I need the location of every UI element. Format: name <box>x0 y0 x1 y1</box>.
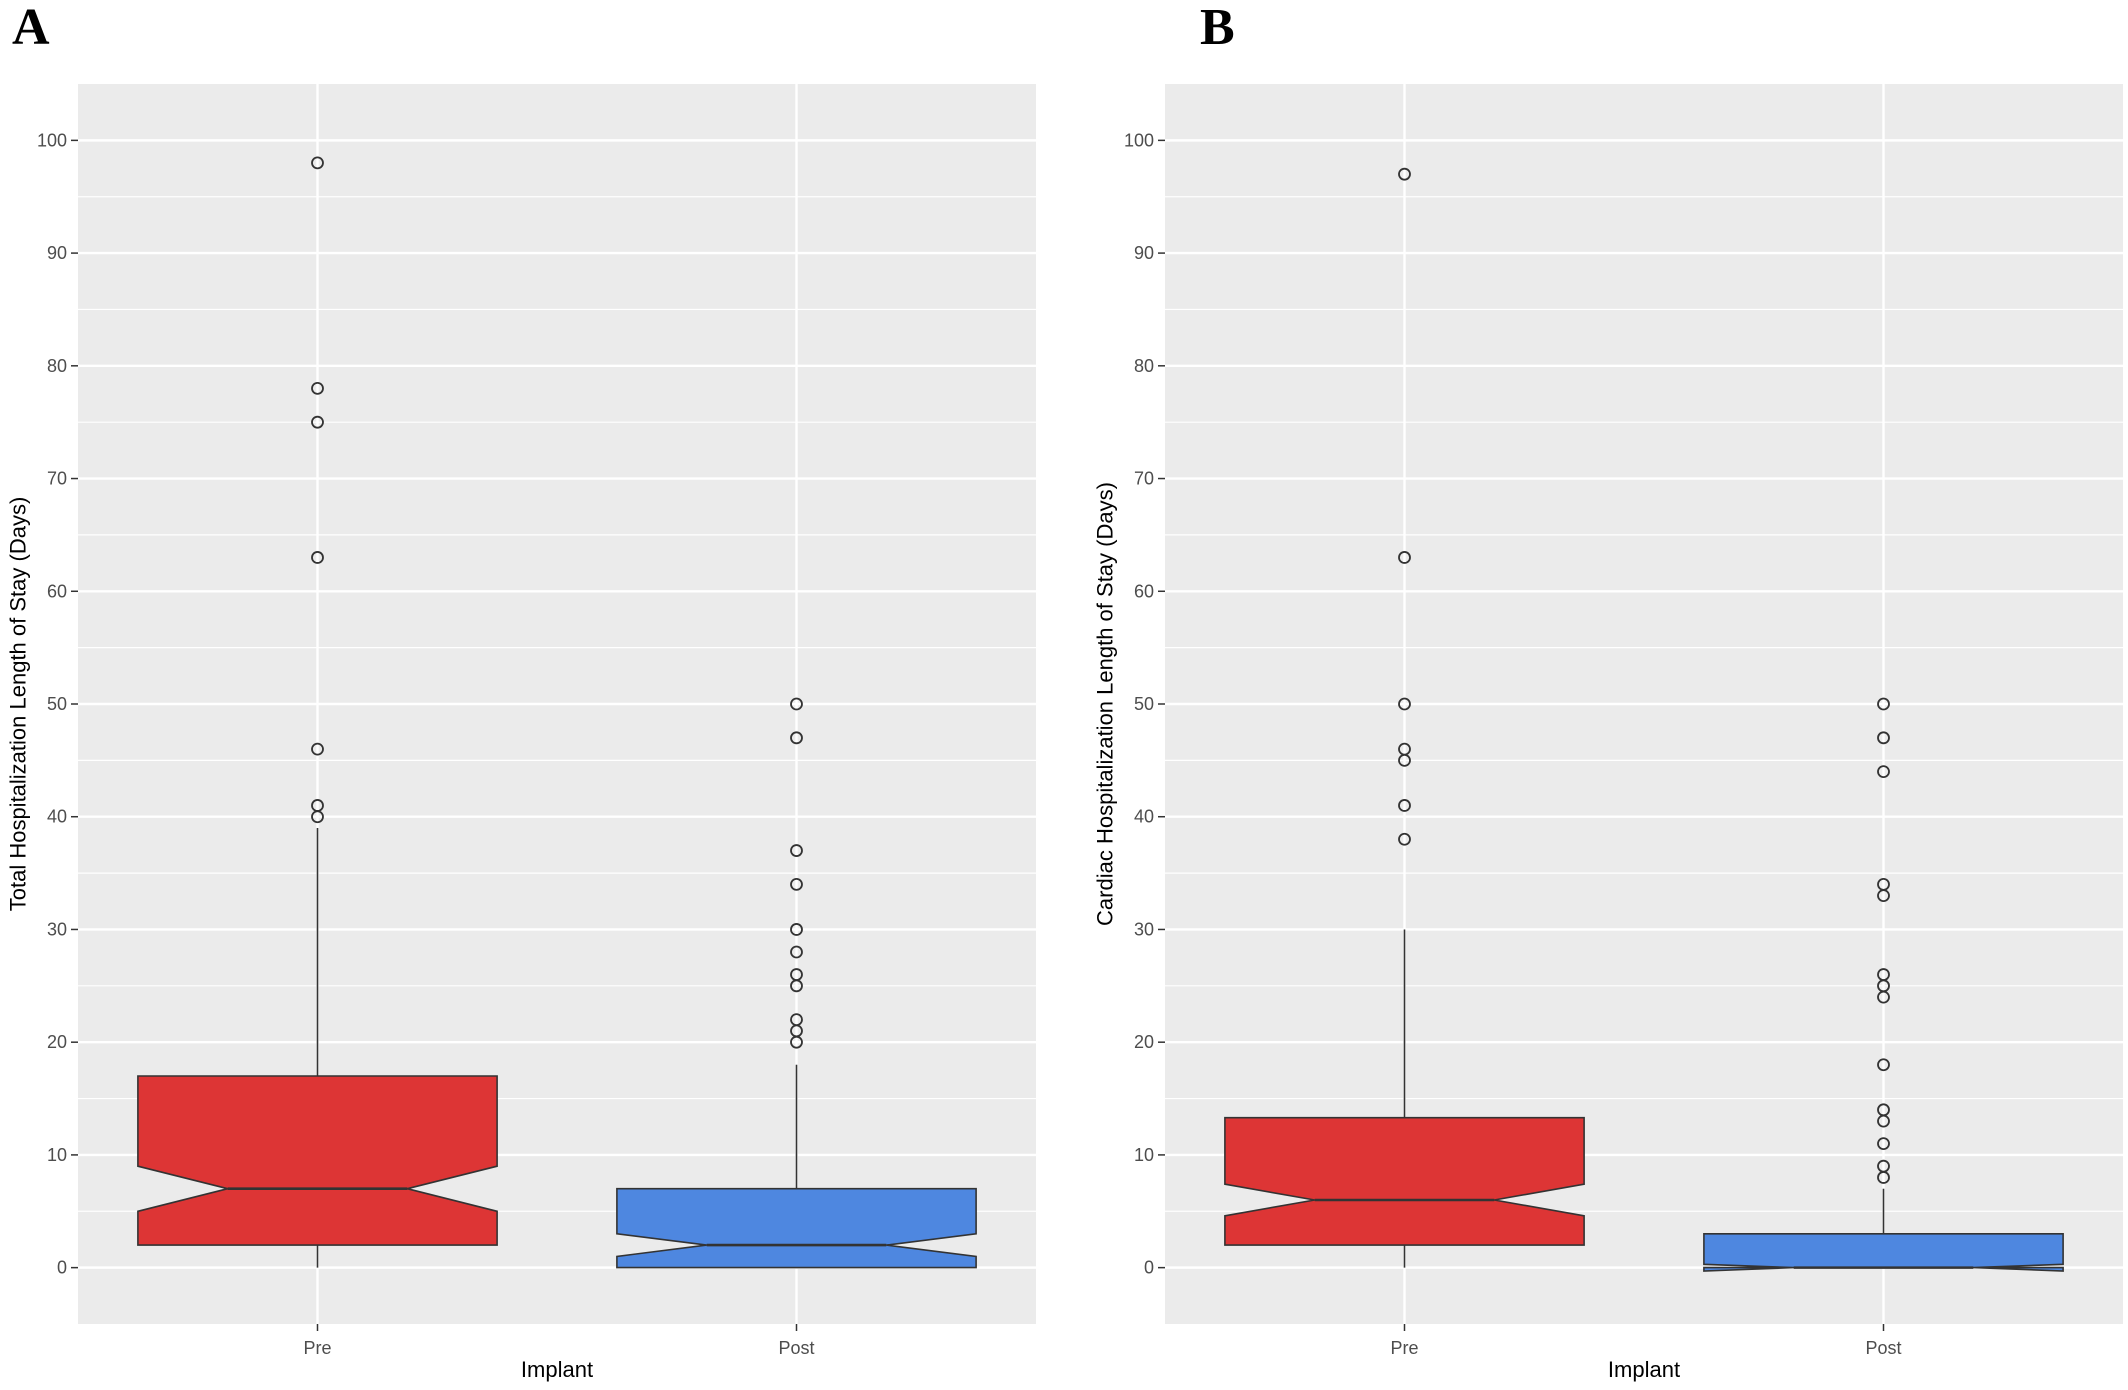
y-tick-label: 0 <box>1144 1258 1154 1278</box>
box-pre <box>1224 167 1585 1268</box>
outlier-point <box>1398 742 1411 756</box>
x-tick-label: Pre <box>303 1338 331 1358</box>
outlier-point <box>1398 167 1411 181</box>
outlier-point <box>1877 1159 1890 1173</box>
y-tick-label: 60 <box>47 581 67 601</box>
x-axis-title: Implant <box>521 1357 593 1382</box>
y-tick-label: 40 <box>1134 807 1154 827</box>
outlier-point <box>311 381 324 395</box>
y-tick-label: 20 <box>47 1032 67 1052</box>
y-tick-label: 60 <box>1134 581 1154 601</box>
y-axis-title: Cardiac Hospitalization Length of Stay (… <box>1093 482 1118 926</box>
y-tick-label: 10 <box>1134 1145 1154 1165</box>
outlier-point <box>790 945 803 959</box>
panel-label-b: B <box>1200 0 1235 56</box>
chart-panel-a: 0 10 20 30 40 50 60 70 80 90 100 Pre Post Implant Tota… <box>6 84 1036 1382</box>
y-tick-label: 50 <box>1134 694 1154 714</box>
outlier-point <box>311 415 324 429</box>
y-tick-label: 70 <box>1134 469 1154 489</box>
outlier-point <box>1398 799 1411 812</box>
box-pre <box>137 156 498 1268</box>
outlier-point <box>1877 1058 1890 1072</box>
outlier-point <box>790 1013 803 1027</box>
notched-box <box>1224 1116 1585 1246</box>
y-tick-label: 90 <box>47 243 67 263</box>
y-tick-label: 30 <box>1134 919 1154 939</box>
panel-label-a: A <box>12 0 50 56</box>
y-tick-label: 30 <box>47 919 67 939</box>
notched-box <box>616 1187 977 1269</box>
box-post <box>1703 697 2064 1272</box>
outlier-point <box>790 923 803 936</box>
outlier-point <box>1877 765 1890 779</box>
outlier-point <box>1877 1103 1890 1117</box>
outlier-point <box>1877 1137 1890 1151</box>
y-tick-label: 70 <box>47 469 67 489</box>
x-tick-label: Post <box>778 1338 814 1358</box>
box-post <box>616 697 977 1269</box>
y-tick-label: 90 <box>1134 243 1154 263</box>
outlier-point <box>1877 731 1890 745</box>
y-tick-label: 20 <box>1134 1032 1154 1052</box>
outlier-point <box>790 877 803 891</box>
outlier-point <box>790 731 803 745</box>
y-tick-label: 0 <box>57 1258 67 1278</box>
y-tick-label: 80 <box>1134 356 1154 376</box>
outlier-point <box>311 799 324 812</box>
outlier-point <box>1877 968 1890 981</box>
y-axis-title: Total Hospitalization Length of Stay (Da… <box>6 497 31 912</box>
outlier-point <box>311 742 324 756</box>
outlier-point <box>1877 877 1890 891</box>
y-tick-label: 40 <box>47 807 67 827</box>
outlier-point <box>1877 697 1890 711</box>
notched-box <box>137 1075 498 1246</box>
x-tick-label: Post <box>1865 1338 1901 1358</box>
y-tick-label: 10 <box>47 1145 67 1165</box>
outlier-point <box>311 551 324 564</box>
chart-panel-b: 0 10 20 30 40 50 60 70 80 90 100 Pre Post Implant Card… <box>1093 84 2123 1382</box>
outlier-point <box>311 156 324 170</box>
notched-box <box>1703 1233 2064 1272</box>
y-tick-label: 100 <box>37 130 67 150</box>
x-axis-title: Implant <box>1608 1357 1680 1382</box>
outlier-point <box>1398 551 1411 564</box>
outlier-point <box>790 697 803 711</box>
x-tick-label: Pre <box>1390 1338 1418 1358</box>
outlier-point <box>790 968 803 981</box>
outlier-point <box>1398 832 1411 846</box>
outlier-point <box>1398 697 1411 711</box>
y-tick-label: 100 <box>1124 130 1154 150</box>
y-tick-label: 50 <box>47 694 67 714</box>
outlier-point <box>790 844 803 857</box>
y-tick-label: 80 <box>47 356 67 376</box>
